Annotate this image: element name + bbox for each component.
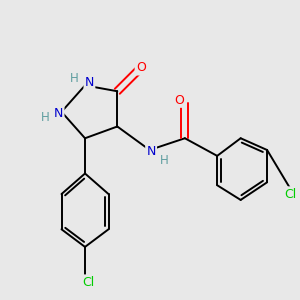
Text: H: H bbox=[41, 111, 50, 124]
Text: H: H bbox=[70, 71, 79, 85]
Text: Cl: Cl bbox=[284, 188, 297, 201]
Text: O: O bbox=[174, 94, 184, 106]
Text: O: O bbox=[136, 61, 146, 74]
Text: N: N bbox=[54, 107, 63, 120]
Text: H: H bbox=[160, 154, 169, 167]
Text: N: N bbox=[146, 145, 156, 158]
Text: N: N bbox=[85, 76, 94, 89]
Text: Cl: Cl bbox=[82, 276, 94, 289]
